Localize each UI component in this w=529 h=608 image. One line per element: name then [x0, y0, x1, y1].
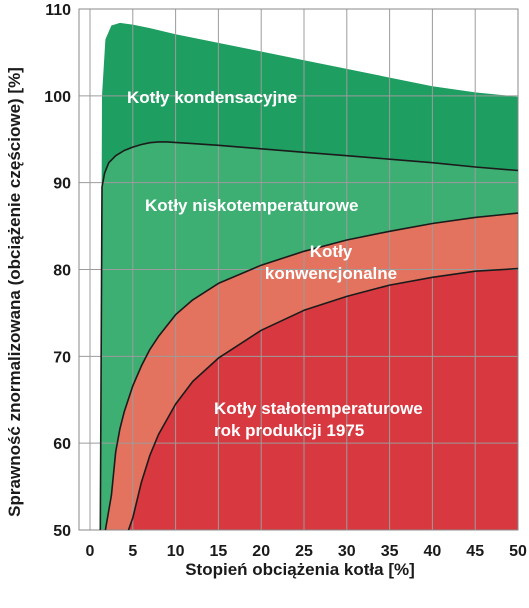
x-tick-40: 40 — [424, 543, 442, 560]
chart-regions — [100, 22, 519, 531]
boundary-kotly-stalotemperaturowe-rok-produkcji-1975 — [127, 267, 519, 531]
region-kotly-stalotemperaturowe-rok-produkcji-1975 — [128, 268, 518, 530]
label-kotly-kondensacyjne: Kotły kondensacyjne — [127, 88, 297, 107]
label-kotly-stalotemperaturowe-rok-produkcji-1975: Kotły stałotemperaturowe rok produkcji 19… — [214, 399, 423, 440]
boundary-kotly-niskotemperaturowe — [99, 141, 519, 531]
label-kotly-konwencjonalne: Kotły konwencjonalne — [265, 242, 397, 283]
plot-frame — [78, 8, 519, 531]
x-tick-50: 50 — [509, 543, 527, 560]
y-tick-80: 80 — [53, 263, 71, 280]
y-tick-110: 110 — [45, 2, 71, 19]
efficiency-boundaries — [99, 141, 519, 531]
label-kotly-niskotemperaturowe: Kotły niskotemperaturowe — [145, 196, 359, 215]
chart-grid — [78, 8, 519, 531]
x-tick-15: 15 — [210, 543, 228, 560]
y-tick-labels: 50 60 70 80 90 100 110 — [44, 2, 71, 540]
label-line: Kotły — [310, 242, 353, 261]
boundary-kotly-konwencjonalne — [104, 212, 519, 531]
y-tick-100: 100 — [44, 89, 71, 106]
y-tick-90: 90 — [53, 176, 71, 193]
x-tick-35: 35 — [381, 543, 399, 560]
x-tick-20: 20 — [252, 543, 270, 560]
label-line: Kotły stałotemperaturowe — [214, 399, 423, 418]
x-tick-0: 0 — [86, 543, 95, 560]
x-tick-10: 10 — [167, 543, 185, 560]
label-line: konwencjonalne — [265, 264, 397, 283]
x-tick-45: 45 — [466, 543, 484, 560]
label-line: Kotły kondensacyjne — [127, 88, 297, 107]
x-tick-25: 25 — [295, 543, 313, 560]
x-tick-5: 5 — [128, 543, 137, 560]
x-axis-title: Stopień obciążenia kotła [%] — [185, 560, 415, 579]
label-line: Kotły niskotemperaturowe — [145, 196, 359, 215]
x-tick-30: 30 — [338, 543, 356, 560]
y-tick-60: 60 — [53, 436, 71, 453]
y-tick-50: 50 — [53, 523, 71, 540]
y-axis-title: Sprawność znormalizowana (obciążenie czę… — [5, 67, 24, 517]
y-tick-70: 70 — [53, 349, 71, 366]
x-tick-labels: 0 5 10 15 20 25 30 35 40 45 50 — [86, 543, 527, 560]
region-labels: Kotły kondensacyjne Kotły niskotemperatur… — [127, 88, 423, 440]
label-line: rok produkcji 1975 — [214, 421, 364, 440]
